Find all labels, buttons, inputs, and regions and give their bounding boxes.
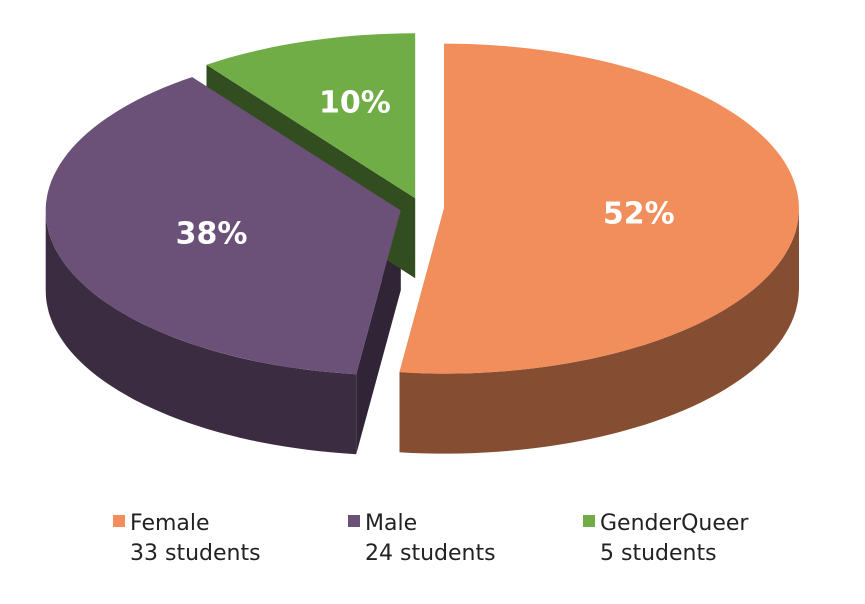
legend-detail: 24 students (365, 541, 496, 566)
legend-swatch (583, 515, 595, 527)
legend-label: GenderQueer (600, 511, 749, 536)
slice (206, 33, 416, 199)
slice-side (45, 210, 357, 455)
legend-detail: 33 students (130, 541, 261, 566)
value-label: 10% (319, 86, 391, 121)
legend-swatch (348, 515, 360, 527)
legend-swatch (113, 515, 125, 527)
legend-label: Female (130, 511, 210, 536)
slice-side (399, 208, 799, 454)
value-label: 52% (603, 196, 675, 231)
slice (399, 43, 799, 374)
value-label: 38% (176, 217, 248, 252)
slice (45, 77, 401, 375)
legend-detail: 5 students (600, 541, 717, 566)
legend-label: Male (365, 511, 417, 536)
